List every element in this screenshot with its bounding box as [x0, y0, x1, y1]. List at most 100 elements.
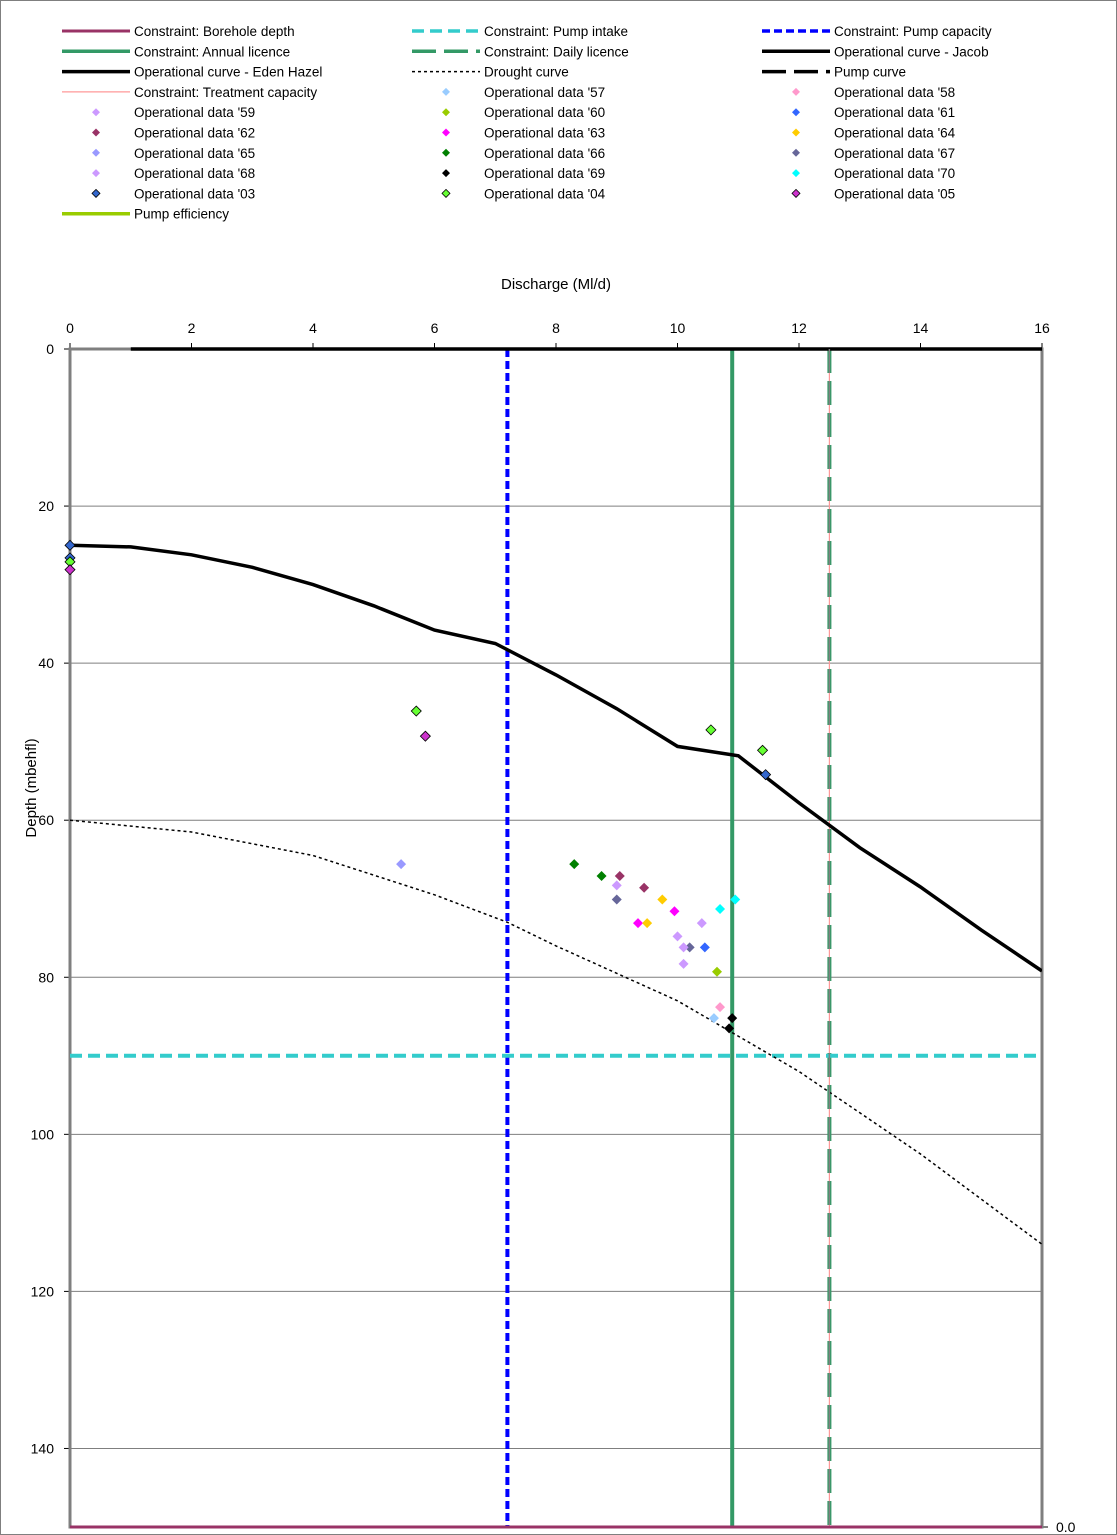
data-point-operational-data-62-0	[614, 870, 625, 881]
y-axis-title: Depth (mbehfl)	[23, 738, 40, 837]
data-point-operational-data-68-1	[678, 942, 689, 953]
series-lines	[70, 347, 1042, 1529]
legend-label-operational-data-65: Operational data '65	[134, 146, 255, 161]
legend-item-operational-data-03: Operational data '03	[91, 186, 255, 201]
legend-item-drought-curve: Drought curve	[412, 65, 569, 80]
data-point-operational-data-59-0	[672, 931, 683, 942]
legend-label-operational-data-61: Operational data '61	[834, 105, 955, 120]
legend-swatch-operational-data-57	[442, 87, 450, 96]
data-point-operational-data-03-0	[64, 539, 76, 551]
legend-label-constraint-pump-intake: Constraint: Pump intake	[484, 24, 628, 39]
legend-item-operational-data-66: Operational data '66	[442, 146, 605, 161]
legend-swatch-operational-data-66	[442, 148, 450, 157]
data-point-operational-data-63-1	[669, 906, 680, 917]
plot-border	[68, 347, 1044, 1529]
data-point-operational-data-58-0	[715, 1002, 726, 1013]
data-point-operational-data-66-1	[596, 870, 607, 881]
y-tick-label-80: 80	[38, 969, 54, 985]
legend-swatch-operational-data-70	[792, 169, 800, 178]
legend-item-constraint-pump-intake: Constraint: Pump intake	[412, 24, 628, 39]
legend-item-operational-data-64: Operational data '64	[792, 126, 956, 141]
legend-swatch-operational-data-67	[792, 148, 800, 157]
legend-item-operational-curve-jacob: Operational curve - Jacob	[762, 44, 989, 59]
x-tick-label-6: 6	[431, 320, 439, 336]
x-tick-label-16: 16	[1034, 320, 1050, 336]
data-point-operational-data-04-3	[756, 744, 769, 756]
legend-item-operational-data-62: Operational data '62	[92, 126, 255, 141]
y-tick-label-0: 0	[46, 341, 54, 357]
legend-label-operational-data-03: Operational data '03	[134, 186, 255, 201]
legend-label-constraint-borehole-depth: Constraint: Borehole depth	[134, 24, 295, 39]
data-point-operational-data-68-0	[611, 880, 622, 891]
legend-item-operational-data-69: Operational data '69	[442, 166, 605, 181]
legend-item-operational-data-58: Operational data '58	[792, 85, 955, 100]
legend-item-operational-curve-eden-hazel: Operational curve - Eden Hazel	[62, 65, 322, 80]
legend-label-drought-curve: Drought curve	[484, 65, 569, 80]
legend-item-operational-data-65: Operational data '65	[92, 146, 255, 161]
legend-label-operational-data-70: Operational data '70	[834, 166, 955, 181]
x-axis-title: Discharge (Ml/d)	[501, 276, 611, 293]
legend-swatch-operational-data-60	[442, 108, 450, 117]
legend-label-pump-efficiency: Pump efficiency	[134, 207, 229, 222]
y-tick-label-40: 40	[38, 655, 54, 671]
x-tick-label-10: 10	[670, 320, 686, 336]
data-point-operational-data-04-2	[705, 724, 717, 736]
data-point-operational-data-61-0	[699, 942, 710, 953]
data-point-operational-data-57-0	[708, 1013, 719, 1024]
y-tick-label-100: 100	[31, 1126, 55, 1142]
legend-label-constraint-annual-licence: Constraint: Annual licence	[134, 44, 290, 59]
legend-label-pump-curve: Pump curve	[834, 65, 906, 80]
legend-swatch-operational-data-62	[92, 128, 100, 137]
data-point-operational-data-65-0	[396, 859, 407, 870]
y-tick-label-60: 60	[38, 812, 54, 828]
legend-swatch-operational-data-04	[441, 188, 451, 198]
x-tick-label-4: 4	[309, 320, 317, 336]
data-point-operational-data-59-1	[678, 958, 689, 969]
legend-label-operational-data-04: Operational data '04	[484, 186, 606, 201]
data-point-operational-data-70-1	[730, 894, 741, 905]
data-point-operational-data-67-1	[684, 942, 695, 953]
legend-label-operational-data-05: Operational data '05	[834, 186, 955, 201]
legend-label-operational-data-66: Operational data '66	[484, 146, 605, 161]
legend-item-pump-curve: Pump curve	[762, 65, 906, 80]
legend-label-operational-curve-jacob: Operational curve - Jacob	[834, 44, 989, 59]
series-points	[64, 539, 772, 1034]
legend-label-operational-data-57: Operational data '57	[484, 85, 605, 100]
legend-label-operational-data-62: Operational data '62	[134, 126, 255, 141]
legend-item-operational-data-05: Operational data '05	[791, 186, 955, 201]
data-point-operational-data-60-0	[711, 966, 722, 977]
legend-item-operational-data-63: Operational data '63	[442, 126, 605, 141]
legend-item-pump-efficiency: Pump efficiency	[62, 207, 229, 222]
legend-item-operational-data-61: Operational data '61	[792, 105, 955, 120]
legend-item-operational-data-67: Operational data '67	[792, 146, 955, 161]
legend-swatch-operational-data-59	[92, 108, 100, 117]
legend-label-operational-data-64: Operational data '64	[834, 126, 956, 141]
secondary-y-tick-label: 0.0	[1056, 1519, 1076, 1535]
data-point-operational-data-67-0	[611, 894, 622, 905]
data-point-operational-data-69-0	[727, 1013, 738, 1024]
legend-swatch-operational-data-61	[792, 108, 800, 117]
legend-item-operational-data-70: Operational data '70	[792, 166, 955, 181]
legend-swatch-operational-data-69	[442, 169, 450, 178]
data-point-operational-data-63-0	[633, 918, 644, 929]
legend-swatch-operational-data-63	[442, 128, 450, 137]
legend-item-operational-data-59: Operational data '59	[92, 105, 255, 120]
plot-area: 0 2 4 6 8 10 12 14 16 0 20 40 60 80 100 120 140 0.0	[31, 320, 1076, 1535]
data-point-operational-data-64-0	[642, 918, 653, 929]
legend-label-operational-curve-eden-hazel: Operational curve - Eden Hazel	[134, 65, 322, 80]
legend-label-operational-data-69: Operational data '69	[484, 166, 605, 181]
x-tick-label-2: 2	[188, 320, 196, 336]
y-tick-label-20: 20	[38, 498, 54, 514]
data-point-operational-data-03-2	[760, 769, 772, 781]
legend-item-constraint-treatment-capacity: Constraint: Treatment capacity	[62, 85, 317, 100]
legend-item-operational-data-57: Operational data '57	[442, 85, 605, 100]
x-tick-label-0: 0	[66, 320, 74, 336]
legend-label-operational-data-68: Operational data '68	[134, 166, 255, 181]
legend-label-constraint-daily-licence: Constraint: Daily licence	[484, 44, 629, 59]
legend-item-constraint-borehole-depth: Constraint: Borehole depth	[62, 24, 295, 39]
legend-label-operational-data-63: Operational data '63	[484, 126, 605, 141]
data-point-operational-data-04-1	[410, 705, 422, 717]
legend-label-constraint-treatment-capacity: Constraint: Treatment capacity	[134, 85, 317, 100]
